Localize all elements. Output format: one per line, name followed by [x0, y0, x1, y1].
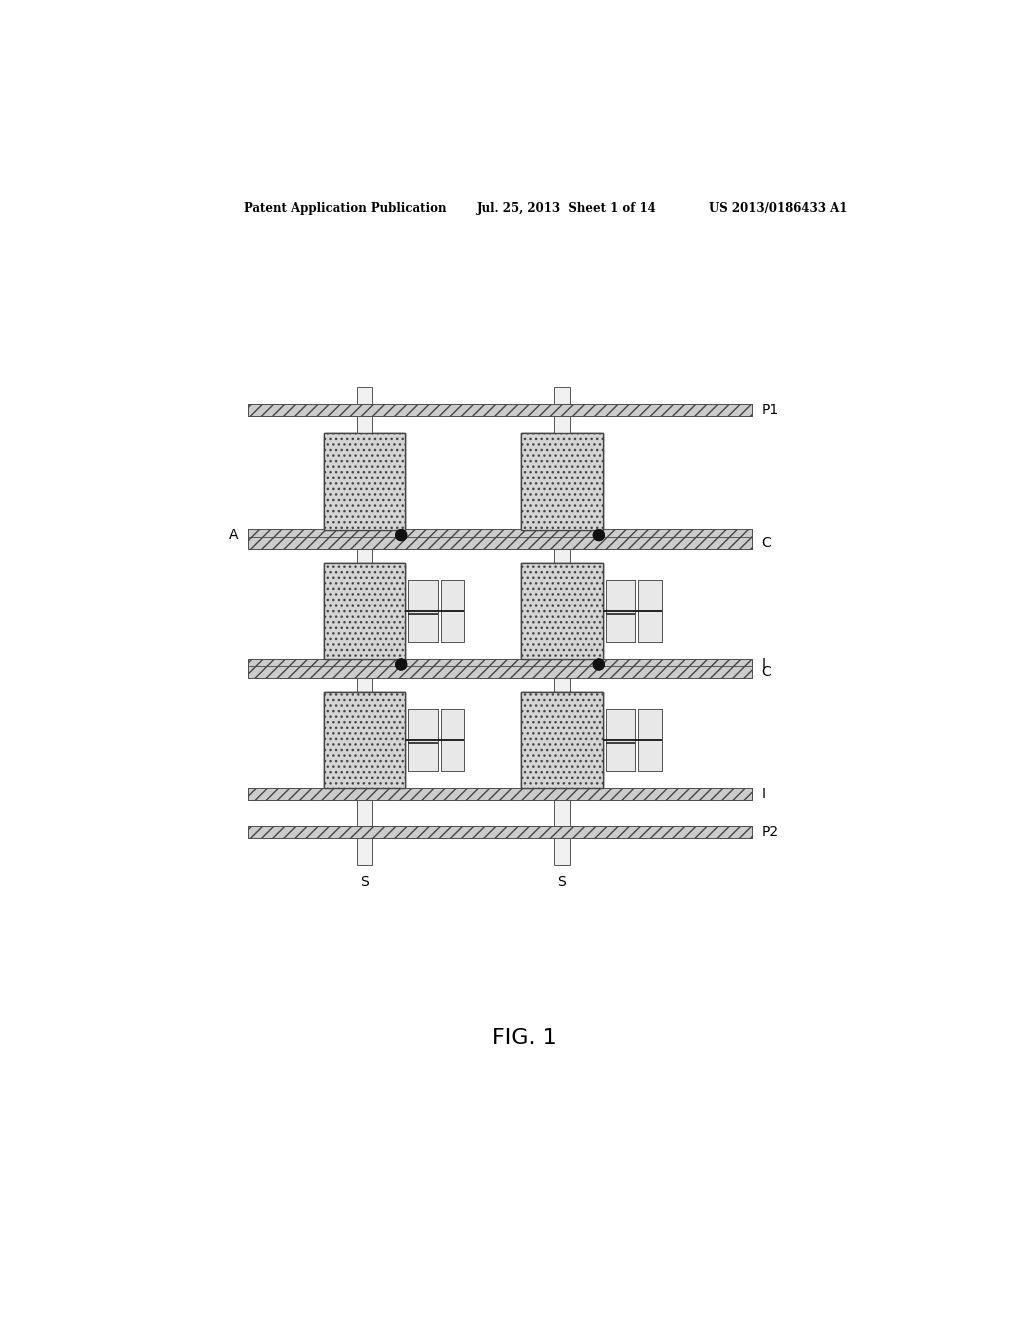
- Text: FIG. 1: FIG. 1: [493, 1028, 557, 1048]
- Bar: [324, 692, 406, 788]
- Bar: [554, 388, 569, 404]
- Circle shape: [593, 529, 604, 540]
- Bar: [248, 826, 752, 838]
- Bar: [521, 433, 603, 529]
- Bar: [356, 549, 372, 562]
- Bar: [324, 692, 406, 788]
- Text: Patent Application Publication: Patent Application Publication: [245, 202, 446, 215]
- Bar: [324, 433, 406, 529]
- Bar: [248, 537, 752, 549]
- Bar: [356, 659, 372, 678]
- Bar: [324, 433, 406, 529]
- Bar: [521, 562, 603, 659]
- Text: A: A: [229, 528, 239, 543]
- Bar: [521, 433, 603, 529]
- Bar: [521, 692, 603, 788]
- Bar: [324, 433, 406, 529]
- Bar: [356, 800, 372, 826]
- Bar: [554, 416, 569, 433]
- Bar: [356, 416, 372, 433]
- Bar: [554, 838, 569, 866]
- Circle shape: [395, 659, 407, 669]
- Circle shape: [593, 659, 604, 669]
- Circle shape: [593, 529, 604, 540]
- Bar: [521, 562, 603, 659]
- Bar: [638, 579, 662, 642]
- Circle shape: [395, 529, 407, 540]
- Bar: [248, 667, 752, 678]
- Bar: [606, 579, 635, 642]
- Text: P2: P2: [761, 825, 778, 840]
- Bar: [440, 579, 464, 642]
- Circle shape: [395, 529, 407, 540]
- Bar: [248, 529, 752, 541]
- Bar: [248, 537, 752, 549]
- Text: S: S: [360, 875, 369, 888]
- Bar: [324, 692, 406, 788]
- Bar: [554, 678, 569, 692]
- Bar: [409, 579, 437, 642]
- Bar: [324, 692, 406, 788]
- Bar: [638, 709, 662, 771]
- Bar: [521, 562, 603, 659]
- Bar: [638, 579, 662, 642]
- Text: C: C: [761, 536, 771, 550]
- Bar: [521, 433, 603, 529]
- Bar: [248, 659, 752, 671]
- Bar: [324, 433, 406, 529]
- Bar: [248, 404, 752, 416]
- Bar: [554, 800, 569, 826]
- Bar: [248, 404, 752, 416]
- Text: US 2013/0186433 A1: US 2013/0186433 A1: [710, 202, 848, 215]
- Bar: [248, 667, 752, 678]
- Bar: [248, 659, 752, 671]
- Bar: [324, 562, 406, 659]
- Bar: [606, 579, 635, 642]
- Circle shape: [395, 659, 407, 669]
- Bar: [356, 529, 372, 549]
- Bar: [409, 579, 437, 642]
- Bar: [248, 826, 752, 838]
- Bar: [606, 709, 635, 771]
- Bar: [554, 788, 569, 800]
- Bar: [521, 692, 603, 788]
- Bar: [356, 788, 372, 800]
- Bar: [409, 709, 437, 771]
- Bar: [324, 562, 406, 659]
- Bar: [554, 549, 569, 562]
- Bar: [356, 388, 372, 404]
- Bar: [606, 709, 635, 771]
- Bar: [409, 709, 437, 771]
- Bar: [521, 692, 603, 788]
- Bar: [554, 659, 569, 678]
- Bar: [356, 838, 372, 866]
- Text: C: C: [761, 665, 771, 680]
- Bar: [521, 562, 603, 659]
- Bar: [440, 579, 464, 642]
- Bar: [324, 562, 406, 659]
- Bar: [521, 433, 603, 529]
- Text: P1: P1: [761, 404, 778, 417]
- Text: Jul. 25, 2013  Sheet 1 of 14: Jul. 25, 2013 Sheet 1 of 14: [477, 202, 656, 215]
- Text: I: I: [761, 657, 765, 672]
- Bar: [324, 562, 406, 659]
- Text: S: S: [558, 875, 566, 888]
- Bar: [248, 788, 752, 800]
- Text: I: I: [761, 787, 765, 801]
- Bar: [248, 788, 752, 800]
- Bar: [554, 529, 569, 549]
- Bar: [440, 709, 464, 771]
- Bar: [356, 678, 372, 692]
- Bar: [638, 709, 662, 771]
- Circle shape: [593, 659, 604, 669]
- Bar: [248, 529, 752, 541]
- Bar: [521, 692, 603, 788]
- Bar: [440, 709, 464, 771]
